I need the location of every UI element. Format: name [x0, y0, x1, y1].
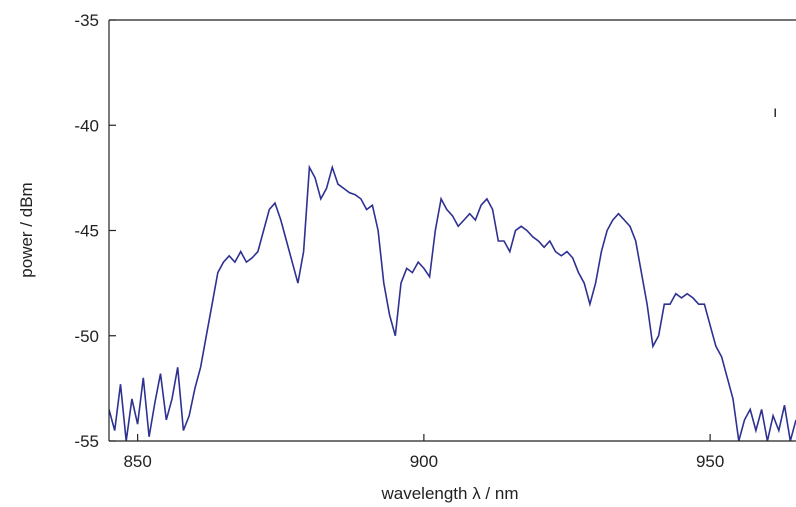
y-tick-label: -35: [74, 11, 99, 30]
x-tick-label: 850: [123, 452, 151, 471]
x-axis-title: wavelength λ / nm: [380, 484, 518, 503]
annotation-mark: ı: [773, 104, 777, 121]
y-axis-title: power / dBm: [17, 182, 36, 277]
x-tick-label: 900: [410, 452, 438, 471]
y-tick-label: -55: [74, 432, 99, 451]
y-tick-label: -50: [74, 327, 99, 346]
y-tick-label: -45: [74, 222, 99, 241]
x-tick-label: 950: [696, 452, 724, 471]
series-line-spectrum: [109, 164, 796, 441]
y-tick-label: -40: [74, 116, 99, 135]
